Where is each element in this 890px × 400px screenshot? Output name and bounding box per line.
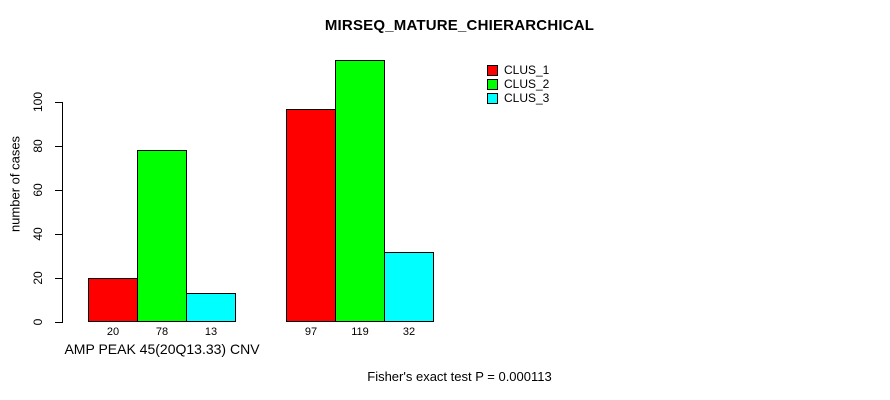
legend-swatch-clus_1 (487, 64, 498, 76)
y-axis-tick (55, 190, 62, 191)
y-axis-tick (55, 234, 62, 235)
bar-value-label: 78 (155, 326, 169, 338)
y-axis-tick (55, 322, 62, 323)
fisher-test-annotation: Fisher's exact test P = 0.000113 (367, 369, 552, 384)
y-axis-line (62, 102, 63, 323)
legend-item-clus_2: CLUS_2 (487, 77, 549, 91)
y-axis-tick-label: 80 (31, 139, 45, 153)
bar-clus_3-group1 (186, 293, 236, 322)
y-axis-tick-label: 60 (31, 183, 45, 197)
y-axis-tick (55, 278, 62, 279)
bar-clus_2-group1 (137, 150, 187, 322)
y-axis-tick (55, 102, 62, 103)
chart-title: MIRSEQ_MATURE_CHIERARCHICAL (324, 17, 595, 34)
legend-label: CLUS_3 (504, 91, 550, 105)
y-axis-tick-label: 20 (31, 271, 45, 285)
legend-item-clus_3: CLUS_3 (487, 91, 549, 105)
y-axis-tick (55, 146, 62, 147)
y-axis-tick-label: 0 (31, 318, 45, 326)
legend-label: CLUS_1 (504, 63, 550, 77)
x-axis-group-label: AMP PEAK 45(20Q13.33) CNV (64, 341, 260, 357)
bar-value-label: 13 (204, 326, 218, 338)
bar-clus_2-group2 (335, 60, 385, 322)
legend-swatch-clus_3 (487, 92, 498, 104)
bar-value-label: 97 (304, 326, 318, 338)
bar-clus_3-group2 (384, 252, 434, 322)
bar-value-label: 119 (351, 326, 369, 338)
bar-value-label: 20 (106, 326, 120, 338)
legend-swatch-clus_2 (487, 78, 498, 90)
legend-item-clus_1: CLUS_1 (487, 63, 549, 77)
legend: CLUS_1 CLUS_2 CLUS_3 (487, 63, 549, 105)
bar-clus_1-group2 (286, 109, 336, 322)
legend-label: CLUS_2 (504, 77, 550, 91)
bar-clus_1-group1 (88, 278, 138, 322)
y-axis-tick-label: 100 (31, 91, 45, 113)
bar-value-label: 32 (402, 326, 416, 338)
y-axis-tick-label: 40 (31, 227, 45, 241)
